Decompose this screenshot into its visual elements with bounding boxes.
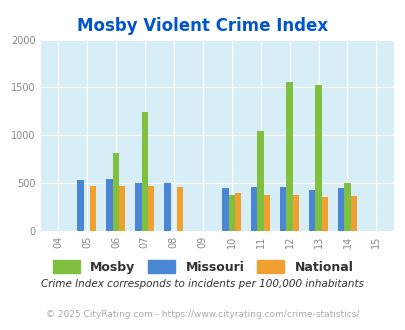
- Bar: [343, 183, 350, 231]
- Bar: [228, 195, 234, 231]
- Bar: [234, 193, 241, 231]
- Bar: [321, 197, 327, 231]
- Bar: [292, 195, 298, 231]
- Bar: [337, 188, 343, 231]
- Bar: [119, 185, 125, 231]
- Bar: [148, 186, 154, 231]
- Bar: [135, 183, 141, 231]
- Bar: [286, 82, 292, 231]
- Text: Mosby Violent Crime Index: Mosby Violent Crime Index: [77, 17, 328, 35]
- Bar: [279, 187, 286, 231]
- Bar: [77, 180, 83, 231]
- Bar: [257, 131, 263, 231]
- Bar: [141, 112, 148, 231]
- Bar: [250, 187, 257, 231]
- Bar: [308, 190, 315, 231]
- Bar: [164, 183, 170, 231]
- Bar: [90, 186, 96, 231]
- Bar: [113, 153, 119, 231]
- Text: © 2025 CityRating.com - https://www.cityrating.com/crime-statistics/: © 2025 CityRating.com - https://www.city…: [46, 310, 359, 319]
- Bar: [106, 179, 113, 231]
- Bar: [177, 187, 183, 231]
- Legend: Mosby, Missouri, National: Mosby, Missouri, National: [47, 254, 358, 280]
- Bar: [263, 195, 270, 231]
- Bar: [222, 188, 228, 231]
- Bar: [315, 85, 321, 231]
- Text: Crime Index corresponds to incidents per 100,000 inhabitants: Crime Index corresponds to incidents per…: [41, 279, 364, 289]
- Bar: [350, 196, 356, 231]
